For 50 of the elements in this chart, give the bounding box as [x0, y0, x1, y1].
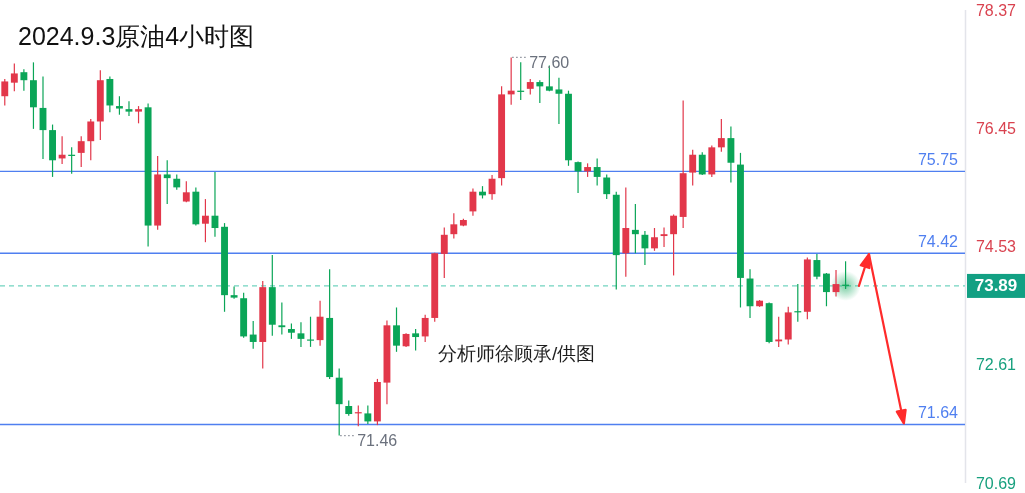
y-tick-label: 76.45	[976, 119, 1016, 137]
candlestick	[393, 306, 400, 353]
candlestick	[316, 300, 324, 347]
candlestick	[689, 149, 697, 187]
annotation: 分析师徐顾承/供图	[438, 343, 596, 365]
candlestick	[660, 226, 668, 248]
candlestick	[20, 68, 28, 92]
title: 2024.9.3原油4小时图	[18, 22, 255, 50]
candlestick	[115, 95, 123, 116]
ref-line-label: 75.75	[917, 151, 958, 169]
extreme-label: 77.60	[529, 53, 570, 71]
extreme-label: 71.46	[357, 432, 398, 450]
candlestick	[450, 212, 458, 240]
candlestick	[603, 173, 611, 200]
candlestick	[10, 62, 18, 92]
candlestick	[77, 135, 85, 168]
candlestick	[651, 227, 658, 252]
candlestick	[297, 321, 305, 348]
candlestick	[230, 285, 238, 300]
ref-line-label: 74.42	[917, 233, 958, 251]
candlestick	[307, 316, 314, 348]
candlestick	[717, 118, 725, 153]
candlestick	[631, 203, 639, 254]
candlestick	[278, 301, 286, 336]
candlestick	[698, 151, 706, 176]
candlestick	[555, 77, 563, 125]
y-tick-label: 72.61	[976, 356, 1016, 374]
candlestick	[87, 118, 95, 161]
candlestick	[775, 316, 783, 348]
candlestick	[670, 213, 678, 277]
candlestick	[421, 314, 429, 343]
price-label: 73.89	[967, 273, 1025, 298]
candlestick	[249, 320, 257, 350]
candlestick	[163, 159, 171, 205]
candlestick	[201, 198, 209, 243]
candlestick	[813, 253, 821, 280]
candlestick	[823, 272, 830, 307]
candlestick	[1, 78, 9, 107]
candlestick	[440, 226, 448, 279]
candlestick	[412, 328, 420, 352]
ref-line-label: 71.64	[917, 404, 958, 422]
y-tick-label: 78.37	[976, 1, 1016, 19]
y-tick-label: 74.53	[976, 238, 1016, 255]
candlestick	[125, 100, 133, 117]
candlestick	[593, 157, 601, 187]
candlestick	[536, 79, 544, 104]
candlestick	[364, 404, 372, 425]
candlestick	[641, 230, 649, 266]
y-tick-label: 70.69	[976, 474, 1016, 492]
ref-line-label: 73.89	[974, 276, 1018, 296]
